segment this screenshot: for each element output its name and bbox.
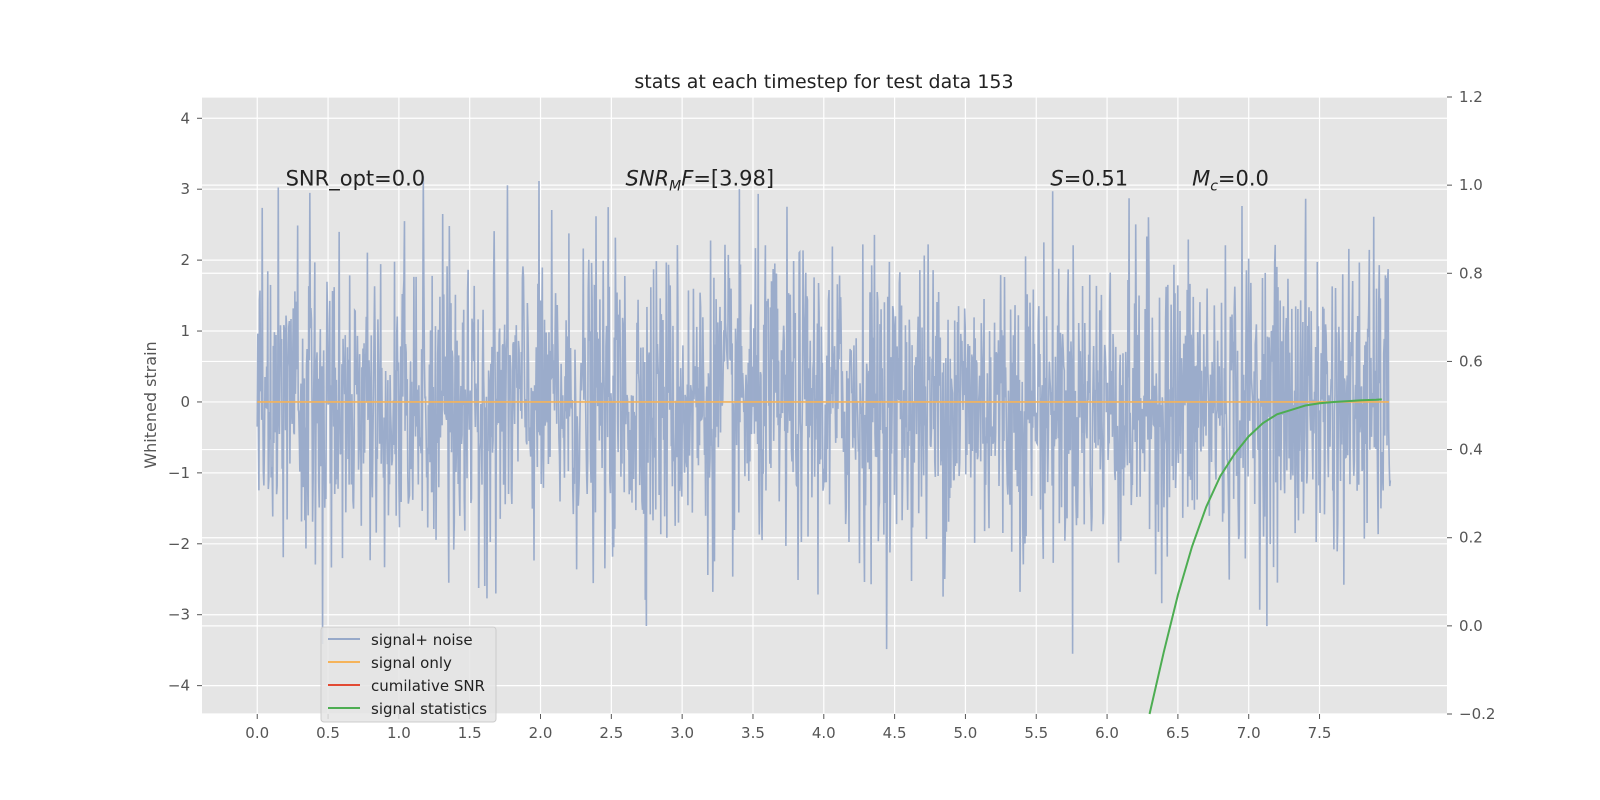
annotation-snr-mf-sub: M [669,179,681,195]
x-tick-label: 5.0 [954,724,978,742]
y2-tick-label: 0.4 [1459,441,1483,459]
y-tick-label: 2 [180,251,190,269]
legend-entry-signal-noise: signal+ noise [328,631,473,649]
legend-entry-signal-only: signal only [328,654,452,672]
annotation-mc-sub: c [1210,179,1218,195]
y2-tick-label: 1.2 [1459,88,1483,106]
legend-entry-signal-statistics: signal statistics [328,700,487,718]
y-tick-label: −1 [168,464,190,482]
x-tick-label: 4.0 [812,724,836,742]
legend-label-signal-only: signal only [371,654,452,672]
y2-tick-label: 0.8 [1459,264,1483,282]
x-tick-label: 0.5 [316,724,340,742]
annotation-snr-mf-rest: F [681,167,694,191]
annotation-snr-opt: SNR_opt=0.0 [286,167,426,192]
annotation-snr-mf-base: SNR [626,167,670,191]
y2-tick-label: 0.2 [1459,529,1483,547]
x-tick-label: 1.5 [458,724,482,742]
x-tick-label: 5.5 [1024,724,1048,742]
y2-tick-label: −0.2 [1459,705,1495,723]
annotation-s: S=0.51 [1050,167,1128,191]
x-tick-label: 2.0 [529,724,553,742]
x-tick-label: 2.5 [599,724,623,742]
y-tick-label: −2 [168,535,190,553]
annotation-s-value: =0.51 [1064,167,1128,191]
x-tick-label: 7.0 [1237,724,1261,742]
x-tick-label: 7.5 [1308,724,1332,742]
x-axis: 0.0 0.5 1.0 1.5 2.0 2.5 3.0 3.5 4.0 4.5 5.0 5.5 6.0 6… [245,714,1331,742]
x-tick-label: 3.5 [741,724,765,742]
series-signal-statistics [1148,398,1382,715]
annotations: SNR_opt=0.0 SNRMF=[3.98] S=0.51 Mc=0.0 [286,167,1269,195]
y2-tick-label: 1.0 [1459,176,1483,194]
y-axis-left: −4 −3 −2 −1 0 1 2 3 4 [168,109,202,695]
x-tick-label: 1.0 [387,724,411,742]
series-layer [256,176,1392,715]
x-tick-label: 0.0 [245,724,269,742]
y-axis-label: Whitened strain [141,341,160,468]
y-tick-label: −4 [168,677,190,695]
x-tick-label: 3.0 [670,724,694,742]
y-tick-label: 0 [180,393,190,411]
annotation-mc-var: M [1192,167,1210,191]
legend-label-cumilative-snr: cumilative SNR [371,677,485,695]
y2-tick-label: 0.0 [1459,617,1483,635]
legend: signal+ noise signal only cumilative SNR… [320,626,497,723]
legend-box [320,626,497,723]
chart-title: stats at each timestep for test data 153 [634,71,1013,93]
series-signal-noise [256,176,1392,654]
y2-tick-label: 0.6 [1459,352,1483,370]
legend-entry-cumilative-snr: cumilative SNR [328,677,485,695]
x-tick-label: 6.5 [1166,724,1190,742]
annotation-snr-mf-value: =[3.98] [693,167,774,191]
y-tick-label: 1 [180,322,190,340]
legend-label-signal-noise: signal+ noise [371,631,473,649]
x-tick-label: 6.0 [1095,724,1119,742]
y-tick-label: −3 [168,606,190,624]
y-tick-label: 3 [180,180,190,198]
y-axis-right: −0.2 0.0 0.2 0.4 0.6 0.8 1.0 1.2 [1447,88,1495,723]
annotation-s-var: S [1050,167,1063,191]
annotation-mc: Mc=0.0 [1192,167,1269,195]
legend-label-signal-statistics: signal statistics [371,700,487,718]
annotation-mc-value: =0.0 [1218,167,1269,191]
x-tick-label: 4.5 [883,724,907,742]
annotation-snr-mf: SNRMF=[3.98] [626,167,775,195]
y-tick-label: 4 [180,109,190,127]
